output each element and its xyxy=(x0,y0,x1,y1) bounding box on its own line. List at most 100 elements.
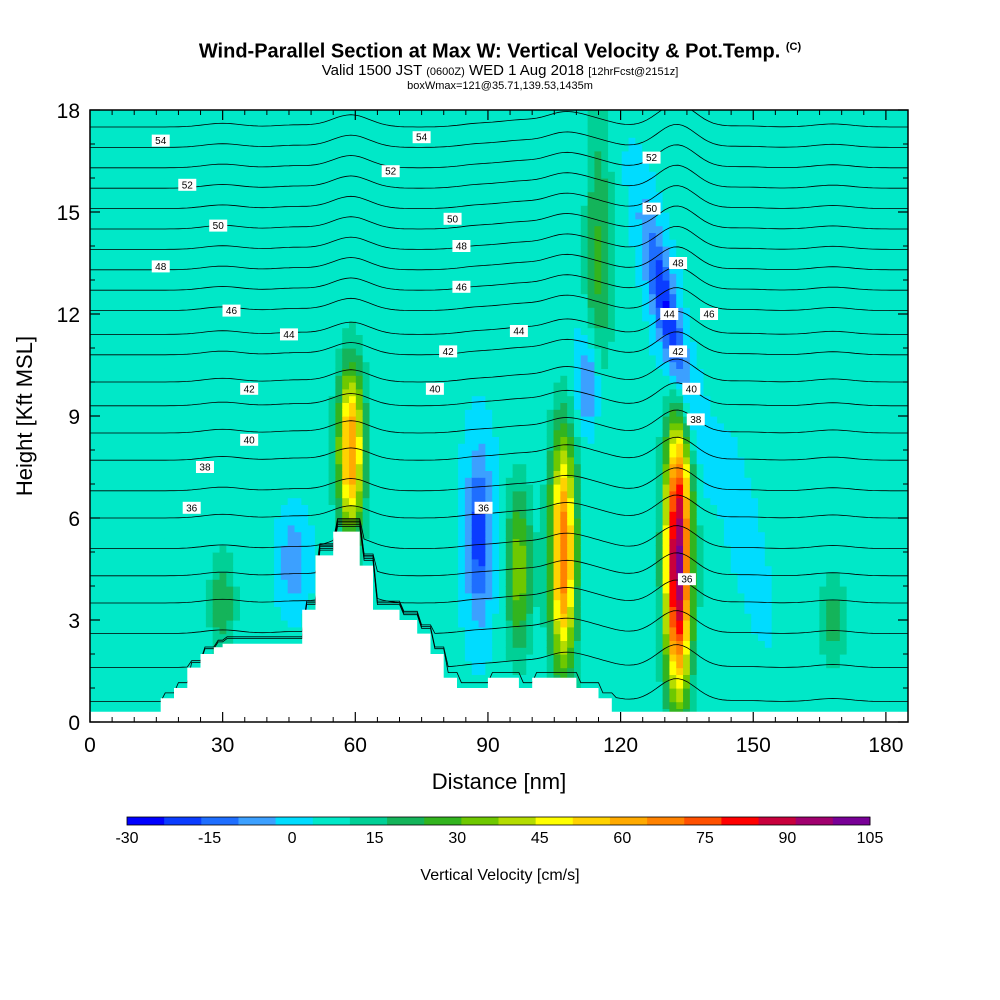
velocity-cell xyxy=(124,497,132,505)
velocity-cell xyxy=(192,613,200,621)
velocity-cell xyxy=(199,164,207,172)
velocity-cell xyxy=(369,497,377,505)
velocity-cell xyxy=(355,490,364,499)
velocity-cell xyxy=(451,171,459,179)
velocity-cell xyxy=(444,572,452,580)
velocity-cell xyxy=(192,198,200,206)
velocity-cell xyxy=(430,232,439,240)
velocity-cell xyxy=(430,130,439,138)
velocity-cell xyxy=(280,552,289,560)
velocity-cell xyxy=(103,368,112,376)
velocity-cell xyxy=(342,524,350,533)
velocity-cell xyxy=(314,354,323,363)
velocity-cell xyxy=(389,388,398,397)
velocity-cell xyxy=(389,450,398,458)
velocity-cell xyxy=(349,252,357,261)
velocity-cell xyxy=(376,205,384,213)
velocity-cell xyxy=(124,660,132,669)
velocity-cell xyxy=(389,436,398,444)
velocity-cell xyxy=(417,218,425,227)
velocity-cell xyxy=(294,178,302,186)
velocity-cell xyxy=(124,320,132,329)
velocity-cell xyxy=(199,545,207,553)
velocity-cell xyxy=(437,327,446,335)
velocity-cell xyxy=(144,450,152,458)
velocity-cell xyxy=(335,354,343,363)
velocity-cell xyxy=(260,116,268,125)
velocity-cell xyxy=(137,552,146,560)
velocity-cell xyxy=(260,606,268,614)
velocity-cell xyxy=(464,552,473,560)
velocity-cell xyxy=(362,273,371,281)
velocity-cell xyxy=(396,266,405,274)
velocity-cell xyxy=(403,565,411,573)
velocity-cell xyxy=(178,429,187,437)
velocity-cell xyxy=(294,171,302,179)
velocity-cell xyxy=(233,599,241,607)
velocity-cell xyxy=(396,558,405,567)
velocity-cell xyxy=(212,592,221,601)
velocity-cell xyxy=(226,239,234,247)
velocity-cell xyxy=(355,266,364,274)
velocity-cell xyxy=(403,456,411,465)
velocity-cell xyxy=(437,443,446,451)
velocity-cell xyxy=(205,647,214,655)
velocity-cell xyxy=(328,184,336,193)
velocity-cell xyxy=(458,191,466,199)
velocity-cell xyxy=(274,232,282,240)
velocity-cell xyxy=(253,443,262,451)
velocity-cell xyxy=(349,150,357,159)
velocity-cell xyxy=(451,198,459,206)
velocity-cell xyxy=(151,531,159,539)
velocity-cell xyxy=(96,218,105,227)
velocity-cell xyxy=(328,198,336,206)
velocity-cell xyxy=(110,484,118,492)
velocity-cell xyxy=(287,144,296,152)
velocity-cell xyxy=(314,157,323,165)
velocity-cell xyxy=(178,531,187,539)
velocity-cell xyxy=(96,171,105,179)
velocity-cell xyxy=(151,579,159,587)
velocity-cell xyxy=(158,212,166,220)
velocity-cell xyxy=(267,388,275,397)
velocity-cell xyxy=(103,647,112,655)
velocity-cell xyxy=(417,538,425,546)
velocity-cell xyxy=(355,110,364,118)
velocity-cell xyxy=(314,123,323,131)
velocity-cell xyxy=(96,592,105,601)
velocity-cell xyxy=(239,586,248,594)
velocity-cell xyxy=(144,171,152,179)
velocity-cell xyxy=(301,599,309,607)
velocity-cell xyxy=(137,558,146,567)
velocity-cell xyxy=(424,232,432,240)
velocity-cell xyxy=(287,137,296,145)
velocity-cell xyxy=(430,565,439,573)
velocity-cell xyxy=(383,388,391,397)
velocity-cell xyxy=(233,463,241,471)
velocity-cell xyxy=(437,293,446,301)
velocity-cell xyxy=(403,286,411,295)
velocity-cell xyxy=(424,524,432,533)
velocity-cell xyxy=(335,110,343,118)
velocity-cell xyxy=(274,144,282,152)
velocity-cell xyxy=(424,157,432,165)
velocity-cell xyxy=(124,586,132,594)
velocity-cell xyxy=(212,116,221,125)
velocity-cell xyxy=(178,422,187,431)
velocity-cell xyxy=(185,531,193,539)
velocity-cell xyxy=(342,184,350,193)
velocity-cell xyxy=(274,545,282,553)
velocity-cell xyxy=(294,327,302,335)
velocity-cell xyxy=(219,368,227,376)
velocity-cell xyxy=(321,545,330,553)
velocity-cell xyxy=(233,545,241,553)
velocity-cell xyxy=(137,518,146,526)
velocity-cell xyxy=(301,463,309,471)
velocity-cell xyxy=(226,470,234,478)
velocity-cell xyxy=(239,116,248,125)
velocity-cell xyxy=(287,116,296,125)
velocity-cell xyxy=(124,667,132,675)
velocity-cell xyxy=(226,144,234,152)
velocity-cell xyxy=(417,497,425,505)
velocity-cell xyxy=(403,212,411,220)
